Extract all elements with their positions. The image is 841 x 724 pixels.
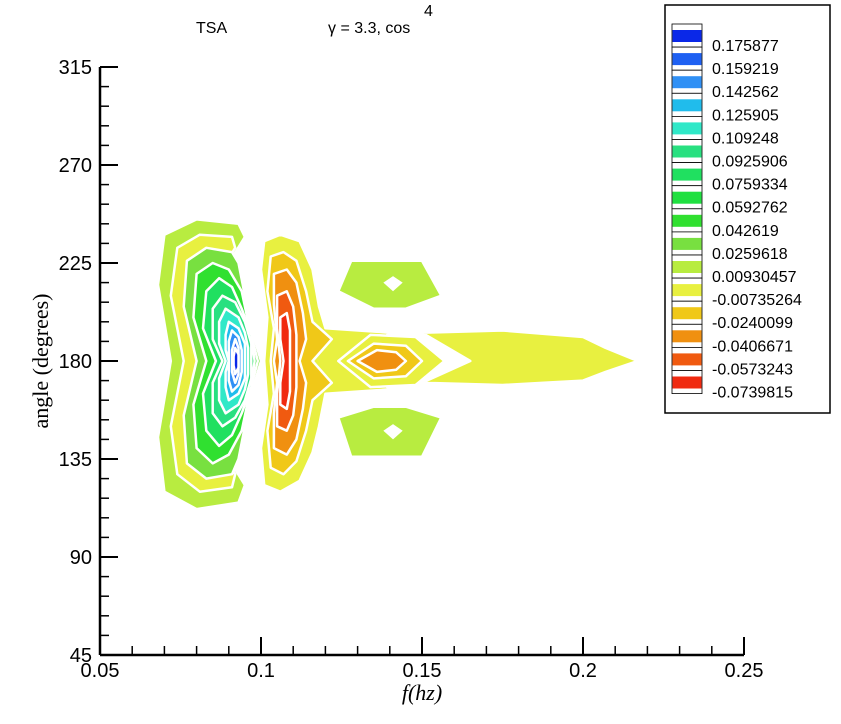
legend-swatch [672, 261, 702, 273]
legend-label: 0.0592762 [712, 200, 788, 217]
legend-label: 0.142562 [712, 84, 779, 101]
legend-label: 0.0925906 [712, 154, 788, 171]
legend-label: -0.00735264 [712, 292, 802, 309]
x-tick-label: 0.25 [725, 660, 764, 682]
legend-swatch [672, 330, 702, 343]
legend-label: -0.0406671 [712, 338, 793, 355]
legend-label: 0.042619 [712, 223, 779, 240]
legend-label: 0.0759334 [712, 177, 788, 194]
chart-subtitle: γ = 3.3, cos [328, 20, 410, 37]
x-tick-label: 0.05 [81, 660, 120, 682]
legend-swatch [672, 122, 702, 135]
legend-label: 0.175877 [712, 38, 779, 55]
y-tick-label: 315 [59, 57, 92, 79]
legend-label: -0.0240099 [712, 315, 793, 332]
legend-swatch [672, 237, 702, 250]
chart-title: TSA [196, 20, 227, 37]
legend-label: 0.00930457 [712, 269, 797, 286]
subtitle-superscript: 4 [424, 3, 433, 20]
y-tick-label: 90 [70, 547, 92, 569]
legend-label: 0.0259618 [712, 246, 788, 263]
titles: TSA γ = 3.3, cos 4 [196, 3, 433, 37]
legend-swatch [672, 30, 702, 42]
x-tick-label: 0.15 [403, 660, 442, 682]
left-lobe-11 [232, 346, 240, 376]
legend-swatch [672, 76, 702, 89]
right-tail [420, 329, 639, 387]
legend-label: -0.0739815 [712, 385, 793, 402]
legend-swatch [672, 99, 702, 112]
legend-label: 0.109248 [712, 130, 779, 147]
legend-swatch [672, 53, 702, 66]
y-tick-label: 270 [59, 155, 92, 177]
legend-swatch [672, 284, 702, 297]
legend-label: 0.159219 [712, 61, 779, 78]
contour-layer [156, 218, 639, 511]
right-lobe-5 [279, 311, 292, 411]
lower-side-lobe-center [383, 424, 403, 440]
legend-label: -0.0573243 [712, 361, 793, 378]
legend: 0.175877 0.159219 0.142562 0.125905 0.109248… [664, 4, 831, 414]
x-tick-label: 0.2 [569, 660, 597, 682]
y-tick-label: 135 [59, 449, 92, 471]
legend-swatch [672, 145, 702, 158]
axes: 0.05 0.1 0.15 0.2 0.25 45 90 135 180 225 270 315 f(h… [28, 57, 763, 705]
y-axis-title: angle (degrees) [28, 294, 53, 429]
legend-label: 0.125905 [712, 107, 779, 124]
upper-side-lobe-center [383, 276, 403, 292]
legend-swatch [672, 191, 702, 204]
legend-swatch [672, 376, 702, 389]
x-tick-label: 0.1 [247, 660, 275, 682]
center-trough-inner [356, 348, 408, 374]
y-tick-label: 225 [59, 253, 92, 275]
legend-swatch [672, 353, 702, 366]
y-tick-label: 180 [59, 351, 92, 373]
legend-swatch [672, 307, 702, 320]
y-tick-label: 45 [70, 645, 92, 667]
legend-swatch [672, 214, 702, 227]
x-axis-title: f(hz) [402, 680, 442, 705]
legend-swatch [672, 168, 702, 181]
